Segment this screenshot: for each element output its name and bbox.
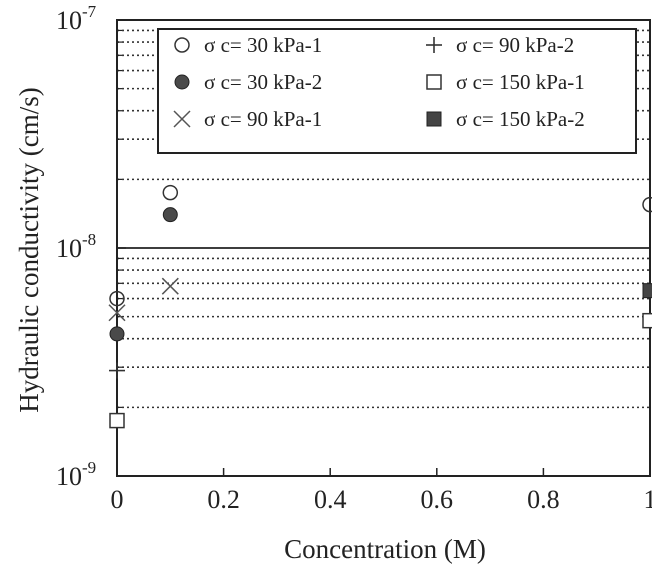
marker-shape: [108, 304, 126, 322]
legend-marker: [174, 37, 190, 53]
data-point: [162, 184, 179, 201]
data-point: [642, 312, 652, 329]
x-tick-label: 0.8: [527, 485, 560, 514]
y-tick-label: 10-7: [56, 2, 97, 35]
data-point: [642, 283, 652, 299]
legend-label: σ c= 150 kPa-1: [456, 70, 585, 94]
marker-shape: [426, 111, 442, 127]
legend-items: σ c= 30 kPa-1 σ c= 30 kPa-2 σ c= 90 kPa-1 σ…: [173, 33, 585, 131]
marker-shape: [109, 326, 125, 342]
x-tick-labels: 0 0.2 0.4 0.6 0.8 1: [111, 485, 652, 514]
data-points: [108, 184, 652, 429]
marker-shape: [109, 290, 125, 307]
data-point: [109, 290, 125, 307]
marker-shape: [426, 74, 442, 90]
legend-marker: [426, 74, 442, 90]
marker-shape: [642, 312, 652, 329]
marker-shape: [161, 277, 179, 295]
marker-shape: [642, 283, 652, 299]
legend-marker: [426, 37, 442, 53]
legend-label: σ c= 90 kPa-1: [204, 107, 322, 131]
legend-label: σ c= 30 kPa-2: [204, 70, 322, 94]
marker-shape: [173, 110, 191, 128]
y-tick-label: 10-9: [56, 458, 96, 491]
marker-shape: [174, 37, 190, 53]
axis-ticks: [116, 19, 651, 477]
legend-label: σ c= 150 kPa-2: [456, 107, 585, 131]
legend: σ c= 30 kPa-1 σ c= 30 kPa-2 σ c= 90 kPa-1 σ…: [157, 28, 637, 154]
legend-marker: [426, 111, 442, 127]
legend-label: σ c= 90 kPa-2: [456, 33, 574, 57]
marker-shape: [642, 196, 652, 213]
y-tick-labels: 10-9 10-8 10-7: [56, 2, 97, 491]
x-tick-label: 0.6: [421, 485, 454, 514]
data-point: [162, 207, 178, 223]
x-axis-label: Concentration (M): [284, 534, 486, 564]
marker-shape: [109, 412, 125, 429]
marker-shape: [162, 184, 179, 201]
y-axis-label: Hydraulic conductivity (cm/s): [14, 87, 44, 412]
legend-box: [157, 28, 637, 154]
data-point: [109, 412, 125, 429]
marker-shape: [174, 74, 190, 90]
x-tick-label: 1: [644, 485, 652, 514]
marker-shape: [162, 207, 178, 223]
x-tick-label: 0.2: [207, 485, 240, 514]
x-tick-label: 0: [111, 485, 124, 514]
data-point: [108, 304, 126, 322]
data-point: [642, 196, 652, 213]
x-tick-label: 0.4: [314, 485, 347, 514]
legend-marker: [174, 74, 190, 90]
y-tick-label: 10-8: [56, 230, 96, 263]
data-point: [109, 362, 125, 379]
data-point: [161, 277, 179, 295]
data-point: [109, 326, 125, 342]
legend-label: σ c= 30 kPa-1: [204, 33, 322, 57]
legend-marker: [173, 110, 191, 128]
